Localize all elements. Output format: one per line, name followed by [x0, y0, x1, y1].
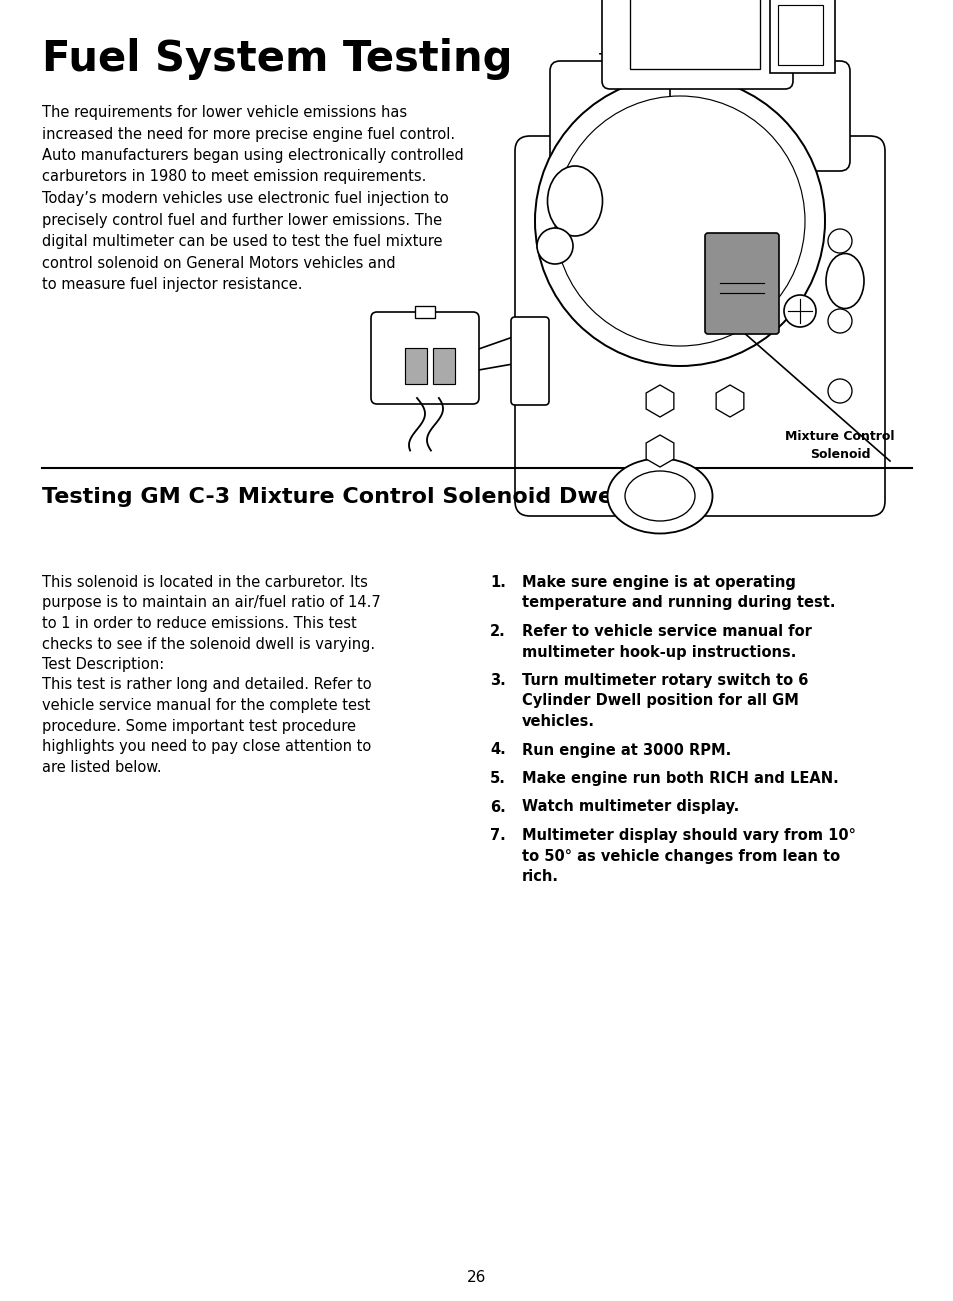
- FancyBboxPatch shape: [511, 317, 548, 405]
- Text: to 50° as vehicle changes from lean to: to 50° as vehicle changes from lean to: [521, 848, 840, 864]
- Text: control solenoid on General Motors vehicles and: control solenoid on General Motors vehic…: [42, 255, 395, 271]
- FancyBboxPatch shape: [704, 233, 779, 334]
- Text: purpose is to maintain an air/fuel ratio of 14.7: purpose is to maintain an air/fuel ratio…: [42, 596, 380, 610]
- Text: procedure. Some important test procedure: procedure. Some important test procedure: [42, 718, 355, 734]
- Circle shape: [783, 295, 815, 327]
- FancyBboxPatch shape: [515, 137, 884, 516]
- FancyBboxPatch shape: [550, 61, 849, 170]
- Text: rich.: rich.: [521, 869, 558, 883]
- Circle shape: [827, 379, 851, 403]
- Text: Refer to vehicle service manual for: Refer to vehicle service manual for: [521, 624, 811, 639]
- Text: 2.: 2.: [490, 624, 505, 639]
- Text: Cylinder Dwell position for all GM: Cylinder Dwell position for all GM: [521, 693, 798, 709]
- Bar: [778, 5, 822, 65]
- Text: This test is rather long and detailed. Refer to: This test is rather long and detailed. R…: [42, 678, 372, 692]
- Text: Auto manufacturers began using electronically controlled: Auto manufacturers began using electroni…: [42, 148, 463, 163]
- Ellipse shape: [607, 458, 712, 533]
- Circle shape: [827, 229, 851, 252]
- Text: 5.: 5.: [490, 771, 505, 786]
- Text: 1.: 1.: [490, 575, 505, 589]
- Ellipse shape: [825, 254, 863, 308]
- Text: checks to see if the solenoid dwell is varying.: checks to see if the solenoid dwell is v…: [42, 636, 375, 652]
- FancyBboxPatch shape: [601, 0, 792, 88]
- Text: Today’s modern vehicles use electronic fuel injection to: Today’s modern vehicles use electronic f…: [42, 191, 448, 206]
- Text: are listed below.: are listed below.: [42, 760, 161, 774]
- Bar: [405, 347, 427, 384]
- Circle shape: [827, 310, 851, 333]
- Text: to 1 in order to reduce emissions. This test: to 1 in order to reduce emissions. This …: [42, 615, 356, 631]
- Text: 3.: 3.: [490, 673, 505, 688]
- Text: 6.: 6.: [490, 800, 505, 814]
- Text: Test Description:: Test Description:: [42, 657, 164, 673]
- Text: Turn multimeter rotary switch to 6: Turn multimeter rotary switch to 6: [521, 673, 807, 688]
- Text: 26: 26: [467, 1270, 486, 1285]
- Text: Mixture Control
Solenoid: Mixture Control Solenoid: [784, 431, 894, 461]
- Text: Make sure engine is at operating: Make sure engine is at operating: [521, 575, 795, 589]
- Text: The requirements for lower vehicle emissions has: The requirements for lower vehicle emiss…: [42, 105, 407, 120]
- Text: Testing GM C-3 Mixture Control Solenoid Dwell: Testing GM C-3 Mixture Control Solenoid …: [42, 487, 628, 507]
- Text: Watch multimeter display.: Watch multimeter display.: [521, 800, 739, 814]
- Text: vehicles.: vehicles.: [521, 714, 595, 729]
- Text: multimeter hook-up instructions.: multimeter hook-up instructions.: [521, 644, 796, 660]
- Bar: [629, 0, 760, 69]
- Text: Typical Mixture Control
Solenoid Connection: Typical Mixture Control Solenoid Connect…: [598, 52, 760, 83]
- Bar: [769, 0, 834, 73]
- Circle shape: [537, 228, 573, 264]
- FancyBboxPatch shape: [371, 312, 478, 405]
- Text: precisely control fuel and further lower emissions. The: precisely control fuel and further lower…: [42, 212, 441, 228]
- Circle shape: [555, 96, 804, 346]
- Text: temperature and running during test.: temperature and running during test.: [521, 596, 835, 610]
- Text: highlights you need to pay close attention to: highlights you need to pay close attenti…: [42, 739, 371, 755]
- Text: to measure fuel injector resistance.: to measure fuel injector resistance.: [42, 277, 302, 291]
- Text: vehicle service manual for the complete test: vehicle service manual for the complete …: [42, 699, 370, 713]
- Bar: [433, 347, 455, 384]
- Circle shape: [535, 75, 824, 366]
- Bar: [415, 306, 435, 317]
- Text: Make engine run both RICH and LEAN.: Make engine run both RICH and LEAN.: [521, 771, 838, 786]
- Text: digital multimeter can be used to test the fuel mixture: digital multimeter can be used to test t…: [42, 234, 442, 248]
- Text: 7.: 7.: [490, 827, 505, 843]
- Ellipse shape: [624, 471, 695, 520]
- Text: 4.: 4.: [490, 743, 505, 757]
- Text: Fuel System Testing: Fuel System Testing: [42, 38, 512, 79]
- Text: carburetors in 1980 to meet emission requirements.: carburetors in 1980 to meet emission req…: [42, 169, 426, 185]
- Ellipse shape: [547, 167, 602, 235]
- Text: Multimeter display should vary from 10°: Multimeter display should vary from 10°: [521, 827, 855, 843]
- Text: Run engine at 3000 RPM.: Run engine at 3000 RPM.: [521, 743, 731, 757]
- Text: This solenoid is located in the carburetor. Its: This solenoid is located in the carburet…: [42, 575, 368, 589]
- Text: increased the need for more precise engine fuel control.: increased the need for more precise engi…: [42, 126, 455, 142]
